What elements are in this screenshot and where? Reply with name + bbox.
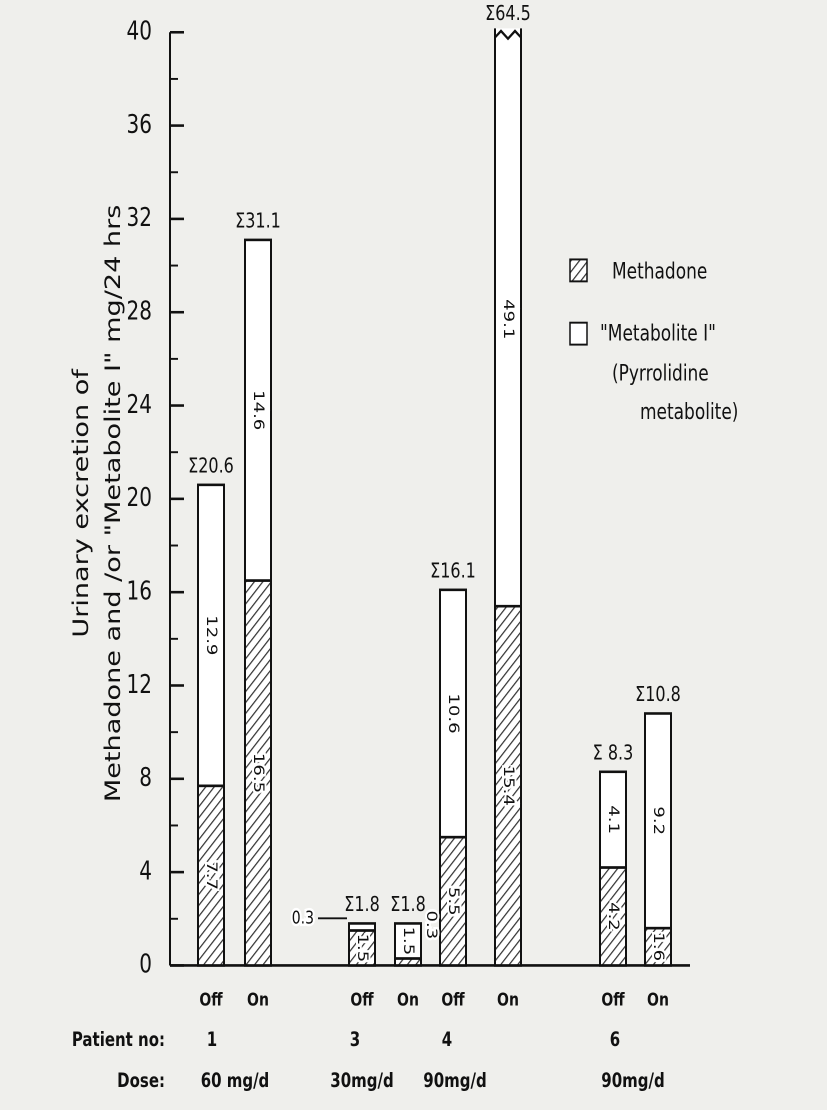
segment-label: 5.5 <box>446 887 462 916</box>
y-tick-label: 40 <box>127 17 152 46</box>
segment-label: 7.7 <box>204 861 220 890</box>
legend-label: "Metabolite I" <box>600 320 716 346</box>
y-axis-label: Urinary excretion of <box>68 369 93 638</box>
y-axis-label: Methadone and /or "Metabolite I" mg/24 h… <box>100 205 125 802</box>
segment-label: 4.1 <box>606 805 622 834</box>
x-tick-label: On <box>247 989 269 1010</box>
bar-segment <box>599 866 627 967</box>
total-label: Σ10.8 <box>635 683 681 706</box>
legend-swatch <box>569 321 588 346</box>
y-label-group: Urinary excretion of Methadone and /or "… <box>68 205 125 802</box>
y-tick-label: 16 <box>127 577 152 606</box>
total-label: Σ64.5 <box>485 2 531 25</box>
row-label: Dose: <box>117 1070 165 1092</box>
segment-label: 9.2 <box>651 806 667 835</box>
y-tick-label: 32 <box>127 204 152 233</box>
dose-label: 30mg/d <box>330 1070 393 1092</box>
bar-segment <box>439 588 467 839</box>
total-label: Σ 8.3 <box>593 741 634 764</box>
x-tick-label: Off <box>199 989 223 1010</box>
bar-segment <box>494 28 522 608</box>
segment-label: 1.5 <box>355 934 371 963</box>
bar-segment <box>244 579 272 967</box>
bar-segment <box>599 770 627 869</box>
y-tick-label: 12 <box>127 670 152 699</box>
segment-label: 14.6 <box>251 390 267 430</box>
patient-label: 1 <box>207 1029 217 1051</box>
bar-segment <box>197 483 225 788</box>
bar-segment <box>348 929 376 967</box>
bar-segment <box>197 784 225 967</box>
y-tick-label: 36 <box>127 110 152 139</box>
x-tick-label: On <box>647 989 669 1010</box>
row-label: Patient no: <box>72 1029 165 1051</box>
dose-label: 60 mg/d <box>201 1070 270 1092</box>
bar-segment <box>644 926 672 967</box>
bar-segment <box>244 238 272 582</box>
x-tick-label: Off <box>441 989 465 1010</box>
bar-segment <box>394 922 422 960</box>
segment-label: 12.9 <box>204 615 220 655</box>
y-tick-label: 4 <box>139 857 152 886</box>
patient-label: 6 <box>610 1029 620 1051</box>
legend-note: metabolite) <box>640 399 738 425</box>
x-tick-label: On <box>397 989 419 1010</box>
segment-label: 0.3 <box>424 911 440 940</box>
y-tick-label: 8 <box>139 764 152 793</box>
break-mark <box>494 29 522 41</box>
bar-segment <box>644 712 672 930</box>
segment-label: 4.2 <box>606 902 622 931</box>
segment-label: 1.6 <box>651 932 667 961</box>
total-label: Σ1.8 <box>390 893 426 916</box>
legend-swatch <box>569 258 588 283</box>
segment-label: 10.6 <box>446 693 462 733</box>
segment-label: 16.5 <box>251 753 267 793</box>
segment-label: 1.5 <box>401 927 417 956</box>
y-tick-label: 28 <box>127 297 152 326</box>
patient-label: 3 <box>350 1029 360 1051</box>
dose-label: 90mg/d <box>601 1070 664 1092</box>
x-tick-label: Off <box>601 989 625 1010</box>
y-tick-label: 0 <box>139 950 152 979</box>
legend-label: Methadone <box>612 258 707 284</box>
plot-area <box>197 28 672 967</box>
x-tick-label: Off <box>350 989 374 1010</box>
patient-label: 4 <box>442 1029 452 1051</box>
x-tick-label: On <box>497 989 519 1010</box>
dose-label: 90mg/d <box>423 1070 486 1092</box>
total-label: Σ16.1 <box>430 559 476 582</box>
legend-note: (Pyrrolidine <box>612 360 709 386</box>
segment-label: 0.3 <box>292 907 314 928</box>
total-label: Σ20.6 <box>188 454 234 477</box>
segment-label: 15.4 <box>501 766 517 806</box>
bar-segment <box>348 922 376 932</box>
y-tick-label: 24 <box>127 390 152 419</box>
total-label: Σ31.1 <box>235 210 281 233</box>
total-label: Σ1.8 <box>344 893 380 916</box>
segment-label: 49.1 <box>501 299 517 339</box>
y-tick-label: 20 <box>127 484 152 513</box>
bar-segment <box>439 835 467 967</box>
